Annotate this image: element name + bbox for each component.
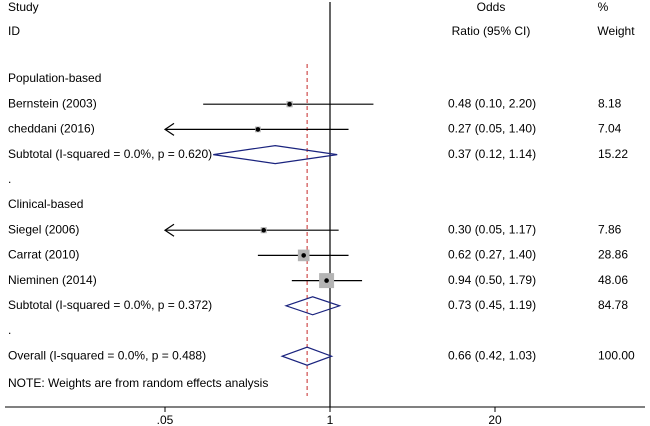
ci-label: 0.94 (0.50, 1.79) — [448, 273, 536, 287]
ci-label: 0.73 (0.45, 1.19) — [448, 298, 536, 312]
ci-label: 0.37 (0.12, 1.14) — [448, 147, 536, 161]
header-effect: Odds — [477, 0, 506, 14]
header-study-id: ID — [8, 24, 20, 38]
point-estimate — [255, 127, 261, 132]
x-tick-label: 1 — [327, 413, 334, 426]
ci-label: 0.62 (0.27, 1.40) — [448, 248, 536, 262]
separator: . — [8, 323, 11, 337]
ci-label: 0.48 (0.10, 2.20) — [448, 96, 536, 110]
weight-label: 7.04 — [598, 122, 622, 136]
row-label: Bernstein (2003) — [8, 96, 97, 110]
group-label: Population-based — [8, 71, 101, 85]
pooled-diamond — [213, 144, 338, 165]
pooled-diamond — [280, 346, 334, 366]
point-estimate — [261, 227, 266, 233]
point-estimate — [324, 278, 329, 283]
x-tick-label: .05 — [157, 413, 174, 426]
point-estimate — [287, 101, 292, 107]
row-label: cheddani (2016) — [8, 122, 95, 136]
ci-arrow — [163, 122, 175, 136]
note: NOTE: Weights are from random effects an… — [8, 376, 268, 390]
pooled-diamond — [284, 296, 342, 316]
weight-label: 100.00 — [598, 348, 635, 362]
ci-label: 0.27 (0.05, 1.40) — [448, 122, 536, 136]
header-study: Study — [8, 0, 39, 14]
separator: . — [8, 172, 11, 186]
ci-label: 0.30 (0.05, 1.17) — [448, 222, 536, 236]
weight-label: 8.18 — [598, 96, 622, 110]
group-label: Clinical-based — [8, 197, 83, 211]
row-label: Subtotal (I-squared = 0.0%, p = 0.620) — [8, 147, 212, 161]
weight-label: 84.78 — [598, 298, 628, 312]
header-weight: % — [598, 0, 609, 14]
row-label: Nieminen (2014) — [8, 273, 97, 287]
x-tick-label: 20 — [488, 413, 502, 426]
ci-label: 0.66 (0.42, 1.03) — [448, 348, 536, 362]
header-weight-label: Weight — [597, 24, 635, 38]
row-label: Siegel (2006) — [8, 222, 79, 236]
row-label: Carrat (2010) — [8, 248, 79, 262]
ci-arrow — [163, 223, 175, 237]
row-label: Overall (I-squared = 0.0%, p = 0.488) — [8, 348, 206, 362]
point-estimate — [301, 253, 306, 258]
row-label: Subtotal (I-squared = 0.0%, p = 0.372) — [8, 298, 212, 312]
weight-label: 28.86 — [598, 248, 628, 262]
weight-label: 7.86 — [598, 222, 622, 236]
weight-label: 48.06 — [598, 273, 628, 287]
weight-label: 15.22 — [598, 147, 628, 161]
header-effect-ci: Ratio (95% CI) — [452, 24, 531, 38]
